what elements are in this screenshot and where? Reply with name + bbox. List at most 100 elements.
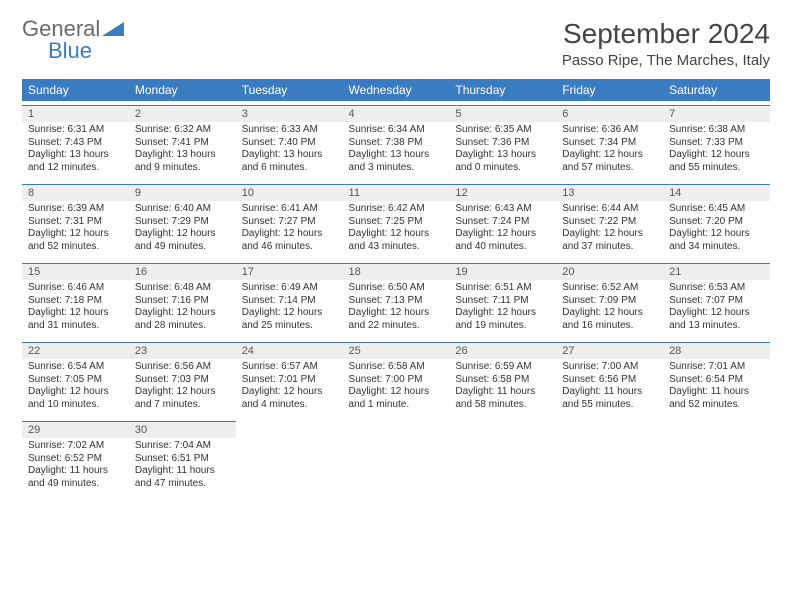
day-header-wednesday: Wednesday	[343, 79, 450, 101]
location: Passo Ripe, The Marches, Italy	[562, 52, 770, 69]
day-number: 20	[556, 264, 663, 280]
sunrise-text: Sunrise: 6:58 AM	[349, 361, 444, 374]
day-number: 23	[129, 343, 236, 359]
calendar-cell	[343, 421, 450, 496]
daylight-text: Daylight: 12 hours and 22 minutes.	[349, 307, 444, 332]
sunrise-text: Sunrise: 6:49 AM	[242, 282, 337, 295]
daylight-text: Daylight: 12 hours and 55 minutes.	[669, 149, 764, 174]
calendar-cell: 21Sunrise: 6:53 AMSunset: 7:07 PMDayligh…	[663, 263, 770, 338]
day-body: Sunrise: 6:50 AMSunset: 7:13 PMDaylight:…	[343, 280, 450, 338]
day-header-row: Sunday Monday Tuesday Wednesday Thursday…	[22, 79, 770, 101]
day-body: Sunrise: 7:00 AMSunset: 6:56 PMDaylight:…	[556, 359, 663, 417]
day-body: Sunrise: 6:54 AMSunset: 7:05 PMDaylight:…	[22, 359, 129, 417]
sunset-text: Sunset: 7:16 PM	[135, 295, 230, 308]
day-number: 7	[663, 106, 770, 122]
daylight-text: Daylight: 11 hours and 55 minutes.	[562, 386, 657, 411]
daylight-text: Daylight: 12 hours and 1 minute.	[349, 386, 444, 411]
day-body: Sunrise: 6:32 AMSunset: 7:41 PMDaylight:…	[129, 122, 236, 180]
calendar-cell: 26Sunrise: 6:59 AMSunset: 6:58 PMDayligh…	[449, 342, 556, 417]
calendar-week: 1Sunrise: 6:31 AMSunset: 7:43 PMDaylight…	[22, 105, 770, 180]
calendar-cell: 10Sunrise: 6:41 AMSunset: 7:27 PMDayligh…	[236, 184, 343, 259]
day-header-saturday: Saturday	[663, 79, 770, 101]
sunset-text: Sunset: 7:43 PM	[28, 137, 123, 150]
sunrise-text: Sunrise: 6:31 AM	[28, 124, 123, 137]
sunset-text: Sunset: 7:18 PM	[28, 295, 123, 308]
day-body: Sunrise: 6:46 AMSunset: 7:18 PMDaylight:…	[22, 280, 129, 338]
daylight-text: Daylight: 12 hours and 4 minutes.	[242, 386, 337, 411]
day-number: 6	[556, 106, 663, 122]
daylight-text: Daylight: 11 hours and 47 minutes.	[135, 465, 230, 490]
daylight-text: Daylight: 12 hours and 7 minutes.	[135, 386, 230, 411]
calendar-cell: 19Sunrise: 6:51 AMSunset: 7:11 PMDayligh…	[449, 263, 556, 338]
sunset-text: Sunset: 7:11 PM	[455, 295, 550, 308]
title-block: September 2024 Passo Ripe, The Marches, …	[562, 18, 770, 69]
calendar-cell: 30Sunrise: 7:04 AMSunset: 6:51 PMDayligh…	[129, 421, 236, 496]
sunrise-text: Sunrise: 6:36 AM	[562, 124, 657, 137]
sunset-text: Sunset: 6:54 PM	[669, 374, 764, 387]
sunset-text: Sunset: 7:05 PM	[28, 374, 123, 387]
day-body: Sunrise: 7:01 AMSunset: 6:54 PMDaylight:…	[663, 359, 770, 417]
calendar-cell: 6Sunrise: 6:36 AMSunset: 7:34 PMDaylight…	[556, 105, 663, 180]
calendar-cell: 13Sunrise: 6:44 AMSunset: 7:22 PMDayligh…	[556, 184, 663, 259]
calendar-cell: 18Sunrise: 6:50 AMSunset: 7:13 PMDayligh…	[343, 263, 450, 338]
calendar-cell: 22Sunrise: 6:54 AMSunset: 7:05 PMDayligh…	[22, 342, 129, 417]
sunrise-text: Sunrise: 6:54 AM	[28, 361, 123, 374]
sunset-text: Sunset: 7:24 PM	[455, 216, 550, 229]
calendar-cell: 23Sunrise: 6:56 AMSunset: 7:03 PMDayligh…	[129, 342, 236, 417]
day-header-friday: Friday	[556, 79, 663, 101]
sunrise-text: Sunrise: 6:57 AM	[242, 361, 337, 374]
calendar-cell: 7Sunrise: 6:38 AMSunset: 7:33 PMDaylight…	[663, 105, 770, 180]
sunrise-text: Sunrise: 6:48 AM	[135, 282, 230, 295]
day-number: 21	[663, 264, 770, 280]
day-body: Sunrise: 6:35 AMSunset: 7:36 PMDaylight:…	[449, 122, 556, 180]
sunrise-text: Sunrise: 6:42 AM	[349, 203, 444, 216]
daylight-text: Daylight: 12 hours and 43 minutes.	[349, 228, 444, 253]
sunrise-text: Sunrise: 6:56 AM	[135, 361, 230, 374]
daylight-text: Daylight: 11 hours and 49 minutes.	[28, 465, 123, 490]
day-number: 22	[22, 343, 129, 359]
day-body: Sunrise: 6:59 AMSunset: 6:58 PMDaylight:…	[449, 359, 556, 417]
daylight-text: Daylight: 13 hours and 0 minutes.	[455, 149, 550, 174]
calendar-cell: 14Sunrise: 6:45 AMSunset: 7:20 PMDayligh…	[663, 184, 770, 259]
day-number: 13	[556, 185, 663, 201]
sunrise-text: Sunrise: 7:00 AM	[562, 361, 657, 374]
header: General Blue September 2024 Passo Ripe, …	[22, 18, 770, 69]
sunset-text: Sunset: 7:33 PM	[669, 137, 764, 150]
sunrise-text: Sunrise: 6:44 AM	[562, 203, 657, 216]
calendar-cell: 27Sunrise: 7:00 AMSunset: 6:56 PMDayligh…	[556, 342, 663, 417]
calendar-cell: 28Sunrise: 7:01 AMSunset: 6:54 PMDayligh…	[663, 342, 770, 417]
day-number: 15	[22, 264, 129, 280]
sunset-text: Sunset: 7:34 PM	[562, 137, 657, 150]
sunset-text: Sunset: 7:25 PM	[349, 216, 444, 229]
calendar-cell: 2Sunrise: 6:32 AMSunset: 7:41 PMDaylight…	[129, 105, 236, 180]
sunset-text: Sunset: 7:20 PM	[669, 216, 764, 229]
daylight-text: Daylight: 12 hours and 10 minutes.	[28, 386, 123, 411]
calendar-cell	[449, 421, 556, 496]
logo-text-blue: Blue	[48, 38, 92, 63]
sunrise-text: Sunrise: 6:43 AM	[455, 203, 550, 216]
sunrise-text: Sunrise: 6:33 AM	[242, 124, 337, 137]
daylight-text: Daylight: 13 hours and 9 minutes.	[135, 149, 230, 174]
calendar-cell: 3Sunrise: 6:33 AMSunset: 7:40 PMDaylight…	[236, 105, 343, 180]
daylight-text: Daylight: 12 hours and 40 minutes.	[455, 228, 550, 253]
day-number: 28	[663, 343, 770, 359]
sunrise-text: Sunrise: 6:50 AM	[349, 282, 444, 295]
daylight-text: Daylight: 13 hours and 3 minutes.	[349, 149, 444, 174]
daylight-text: Daylight: 12 hours and 37 minutes.	[562, 228, 657, 253]
day-header-tuesday: Tuesday	[236, 79, 343, 101]
sunrise-text: Sunrise: 7:02 AM	[28, 440, 123, 453]
day-number: 27	[556, 343, 663, 359]
day-body: Sunrise: 6:58 AMSunset: 7:00 PMDaylight:…	[343, 359, 450, 417]
day-number: 10	[236, 185, 343, 201]
logo: General Blue	[22, 18, 124, 62]
sunrise-text: Sunrise: 7:04 AM	[135, 440, 230, 453]
day-body: Sunrise: 6:31 AMSunset: 7:43 PMDaylight:…	[22, 122, 129, 180]
day-body: Sunrise: 6:41 AMSunset: 7:27 PMDaylight:…	[236, 201, 343, 259]
daylight-text: Daylight: 12 hours and 31 minutes.	[28, 307, 123, 332]
sunrise-text: Sunrise: 6:59 AM	[455, 361, 550, 374]
day-number: 18	[343, 264, 450, 280]
logo-text: General Blue	[22, 18, 124, 62]
daylight-text: Daylight: 12 hours and 25 minutes.	[242, 307, 337, 332]
day-body: Sunrise: 6:51 AMSunset: 7:11 PMDaylight:…	[449, 280, 556, 338]
calendar-cell: 15Sunrise: 6:46 AMSunset: 7:18 PMDayligh…	[22, 263, 129, 338]
